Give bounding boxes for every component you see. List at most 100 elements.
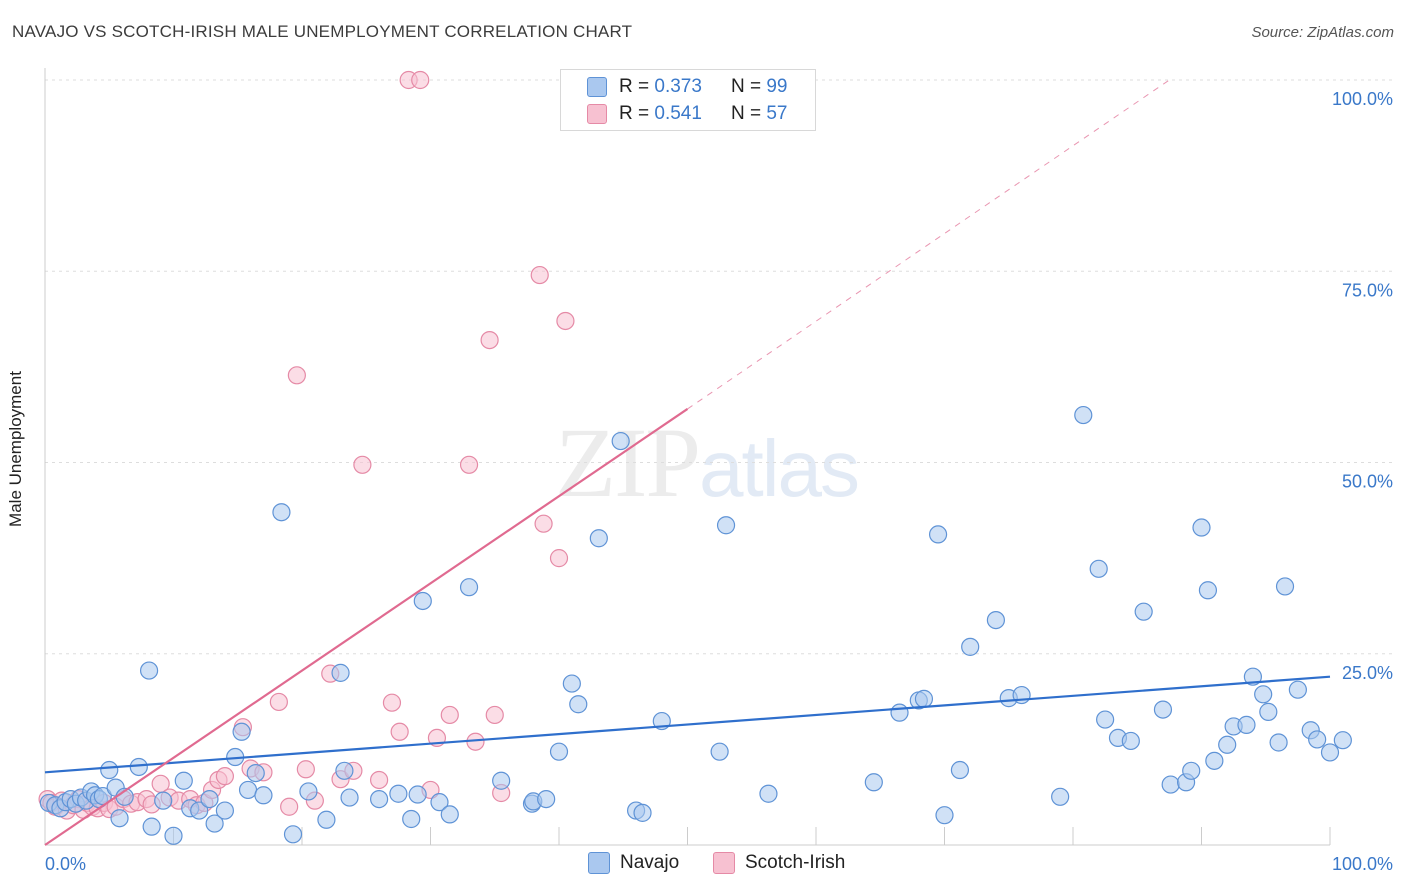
scotch-irish-point	[382, 693, 402, 712]
navajo-point	[633, 803, 652, 822]
scotch-irish-point	[556, 311, 575, 331]
scotch-irish-point	[390, 722, 409, 741]
scotch-irish-legend-label: Scotch-Irish	[745, 852, 846, 873]
scotch-irish-trend-line	[44, 408, 689, 846]
navajo-point	[1096, 710, 1115, 729]
navajo-point	[1051, 787, 1070, 806]
navajo-point	[1288, 680, 1307, 699]
scotch-irish-point	[296, 760, 315, 779]
scotch-irish-point	[269, 692, 288, 712]
navajo-point	[190, 801, 209, 820]
navajo-point	[1237, 715, 1256, 734]
scotch-irish-trend-extension	[687, 79, 1170, 410]
navajo-point	[164, 826, 183, 845]
legend-item-scotch-irish: Scotch-Irish	[713, 852, 845, 874]
scotch-irish-point	[530, 265, 549, 285]
navajo-point	[890, 703, 909, 722]
legend-row-navajo: R = 0.373 N = 99	[587, 75, 787, 99]
navajo-point	[200, 789, 219, 809]
scotch-irish-point	[440, 705, 459, 725]
navajo-legend-label: Navajo	[620, 852, 680, 873]
navajo-point	[402, 809, 421, 829]
navajo-point	[299, 782, 318, 801]
navajo-point	[331, 663, 350, 682]
y-tick-label: 75.0%	[1342, 280, 1393, 300]
navajo-point	[1254, 685, 1273, 704]
navajo-point	[569, 695, 588, 714]
navajo-point	[129, 757, 148, 777]
scotch-n-label: N =	[730, 103, 762, 124]
navajo-point	[430, 793, 449, 812]
navajo-point	[413, 591, 432, 611]
navajo-point	[1275, 577, 1295, 596]
navajo-point	[139, 661, 159, 680]
scotch-irish-point	[549, 549, 569, 568]
navajo-point	[537, 789, 556, 809]
tick-labels: 25.0% 50.0% 75.0% 100.0% 0.0% 100.0%	[45, 89, 1393, 874]
navajo-point	[935, 806, 954, 825]
chart-title: NAVAJO VS SCOTCH-IRISH MALE UNEMPLOYMENT…	[12, 22, 633, 41]
navajo-point	[1269, 733, 1288, 752]
navajo-point	[1333, 731, 1352, 750]
navajo-point	[1308, 730, 1327, 749]
scotch-n-value: 57	[766, 103, 788, 124]
navajo-point	[272, 503, 291, 522]
correlation-legend: R = 0.373 N = 99 R = 0.541 N = 57	[560, 69, 816, 131]
scotch-irish-point	[287, 366, 306, 385]
navajo-point	[100, 760, 119, 780]
navajo-point	[1153, 700, 1173, 719]
navajo-n-value: 99	[766, 76, 788, 97]
scotch-irish-point	[485, 705, 504, 725]
scotch-irish-swatch	[587, 104, 607, 124]
y-tick-label: 50.0%	[1342, 472, 1393, 492]
navajo-point	[1205, 751, 1224, 770]
navajo-point	[1218, 735, 1237, 754]
navajo-point	[549, 742, 569, 761]
navajo-point	[950, 760, 970, 780]
navajo-point	[238, 780, 258, 800]
navajo-point	[864, 773, 883, 792]
navajo-r-label: R =	[619, 76, 650, 97]
navajo-point	[246, 763, 265, 783]
navajo-point	[154, 791, 173, 810]
navajo-point	[335, 761, 354, 780]
legend-item-navajo: Navajo	[588, 852, 679, 874]
scotch-irish-point	[411, 70, 430, 90]
x-tick-label-min: 0.0%	[45, 854, 86, 874]
navajo-point	[370, 789, 389, 809]
navajo-point	[110, 809, 129, 828]
scotch-r-value: 0.541	[654, 103, 702, 124]
navajo-point	[232, 722, 251, 741]
navajo-point	[215, 801, 234, 820]
series-legend: Navajo Scotch-Irish	[0, 852, 1406, 876]
navajo-point	[254, 786, 273, 805]
navajo-point	[1089, 559, 1108, 578]
scotch-irish-point	[353, 455, 372, 474]
navajo-points	[39, 405, 1352, 845]
navajo-point	[1198, 581, 1218, 600]
navajo-point	[440, 805, 459, 824]
navajo-point	[1192, 518, 1211, 537]
navajo-point	[716, 516, 736, 535]
navajo-trend-line	[44, 675, 1331, 774]
grid	[45, 79, 1395, 655]
source-label: Source: ZipAtlas.com	[1251, 24, 1394, 41]
y-axis-title: Male Unemployment	[6, 371, 25, 527]
y-axis-title-wrap: Male Unemployment	[6, 371, 26, 539]
y-tick-label: 25.0%	[1342, 663, 1393, 683]
navajo-n-label: N =	[730, 76, 762, 97]
legend-row-scotch-irish: R = 0.541 N = 57	[587, 102, 787, 126]
navajo-point	[986, 610, 1006, 630]
navajo-point	[1161, 775, 1180, 794]
navajo-point	[1121, 731, 1140, 751]
navajo-point	[1182, 761, 1201, 780]
navajo-point	[340, 788, 359, 807]
navajo-point	[961, 637, 980, 656]
navajo-point	[589, 529, 608, 548]
scotch-irish-point	[534, 514, 553, 533]
navajo-r-value: 0.373	[654, 76, 702, 97]
navajo-point	[710, 742, 729, 761]
scotch-irish-point	[370, 770, 389, 790]
navajo-point	[459, 578, 479, 597]
navajo-point	[205, 814, 224, 833]
